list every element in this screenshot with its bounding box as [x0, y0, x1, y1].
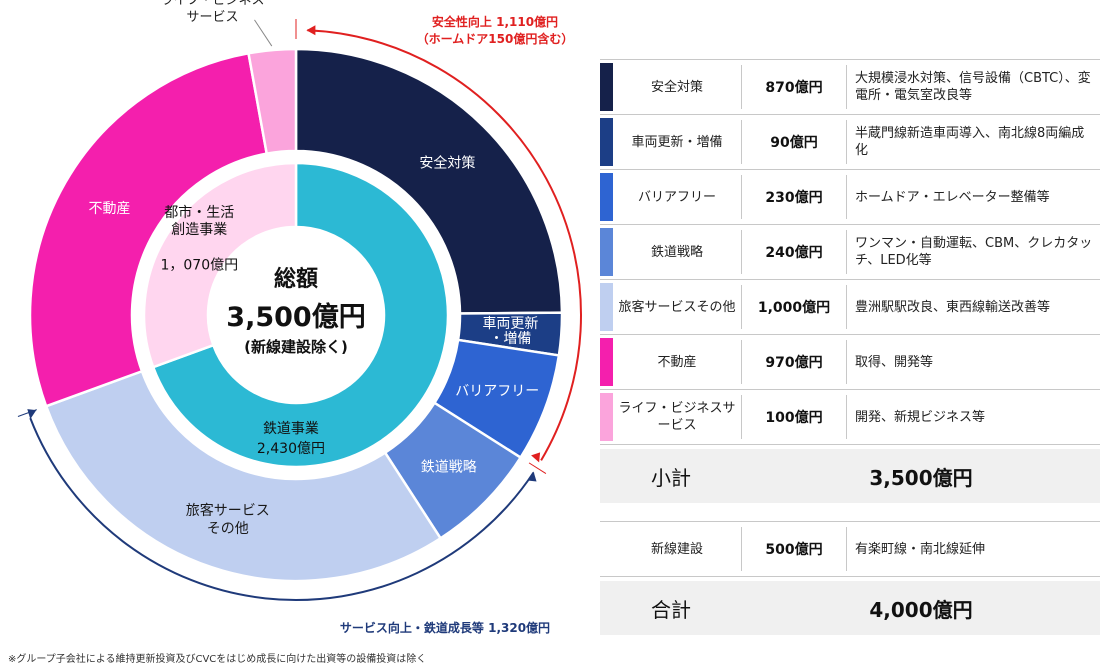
inner-value-1: 1，070億円 — [160, 257, 238, 273]
row-desc: 豊洲駅駅改良、東西線輸送改善等 — [855, 299, 1051, 315]
subtotal-label: 小計 — [651, 465, 691, 490]
row-amount: 970億円 — [765, 355, 823, 371]
inner-value-0: 2,430億円 — [257, 441, 325, 457]
row-desc: ワンマン・自動運転、CBM、クレカタッチ、LED化等 — [855, 236, 1093, 268]
outer-label-1: 車両更新・増備 — [482, 315, 538, 347]
outer-label-3: 鉄道戦略 — [421, 459, 477, 475]
footnote: ※グループ子会社による維持更新投資及びCVCをはじめ成長に向けた出資等の設備投資… — [8, 654, 427, 665]
row-amount: 90億円 — [770, 135, 818, 151]
row-swatch — [600, 283, 613, 331]
row-amount: 870億円 — [765, 80, 823, 96]
service-arrow-start — [527, 471, 537, 482]
service-tick-end — [17, 409, 37, 417]
grand-total-label: 合計 — [651, 597, 691, 622]
table-row: 鉄道戦略 240億円 ワンマン・自動運転、CBM、クレカタッチ、LED化等 — [600, 225, 1100, 280]
donut-chart: 総額 3,500億円 (新線建設除く) 鉄道事業 2,430億円 都市・生活創造事業… — [17, 0, 582, 635]
row-desc: 半蔵門線新造車両導入、南北線8両編成化 — [855, 126, 1085, 158]
outer-label-4: 旅客サービスその他 — [186, 502, 270, 537]
row-amount: 240億円 — [765, 245, 823, 261]
subtotal-row: 小計 3,500億円 — [600, 449, 1100, 503]
row-desc: ホームドア・エレベーター整備等 — [855, 189, 1050, 205]
table-row: 不動産 970億円 取得、開発等 — [600, 335, 1100, 390]
service-arrow-end — [27, 409, 37, 420]
table-row: 安全対策 870億円 大規模浸水対策、信号設備（CBTC）、変電所・電気室改良等 — [600, 59, 1100, 115]
outer-label-0: 安全対策 — [419, 154, 475, 171]
outer-slice-6 — [247, 47, 298, 156]
breakdown-table: 安全対策 870億円 大規模浸水対策、信号設備（CBTC）、変電所・電気室改良等車両… — [600, 59, 1100, 503]
outer-ring — [28, 47, 564, 583]
table-row: 旅客サービスその他 1,000億円 豊洲駅駅改良、東西線輸送改善等 — [600, 280, 1100, 335]
row-swatch — [600, 173, 613, 221]
row-swatch — [600, 393, 613, 441]
row-swatch — [600, 118, 613, 166]
outer-label-2: バリアフリー — [455, 384, 539, 400]
row-amount: 1,000億円 — [757, 300, 831, 316]
row-name: 安全対策 — [650, 79, 703, 95]
safety-note-1: 安全性向上 1,110億円 — [432, 14, 558, 29]
table-row: ライフ・ビジネスサービス 100億円 開発、新規ビジネス等 — [600, 390, 1100, 445]
service-note: サービス向上・鉄道成長等 1,320億円 — [340, 620, 550, 635]
row-name: 車両更新・増備 — [631, 134, 723, 150]
row-name: 鉄道戦略 — [650, 244, 703, 260]
row-amount: 100億円 — [765, 410, 823, 426]
row-amount: 230億円 — [765, 190, 823, 206]
center-note: (新線建設除く) — [244, 338, 348, 356]
safety-arrow-start — [306, 25, 316, 36]
safety-arc — [307, 29, 582, 461]
row-name: 不動産 — [657, 354, 697, 370]
subtotal-value: 3,500億円 — [869, 465, 973, 490]
row-name: バリアフリー — [637, 189, 716, 205]
row-desc: 開発、新規ビジネス等 — [855, 409, 986, 425]
row-amount: 500億円 — [765, 542, 823, 558]
table-row-new-line: 新線建設 500億円 有楽町線・南北線延伸 — [600, 521, 1100, 577]
inner-label-1: 都市・生活創造事業 — [164, 204, 234, 238]
row-swatch — [600, 63, 613, 111]
outer-label-6: ライフ・ビジネスサービス — [160, 0, 264, 25]
safety-note-2: （ホームドア150億円含む） — [417, 31, 574, 46]
grand-total-row: 合計 4,000億円 — [600, 581, 1100, 635]
leader-line — [254, 19, 273, 47]
row-swatch — [600, 525, 613, 573]
outer-slice-0 — [294, 47, 564, 315]
row-swatch — [600, 338, 613, 386]
row-desc: 大規模浸水対策、信号設備（CBTC）、変電所・電気室改良等 — [855, 71, 1091, 103]
grand-total-value: 4,000億円 — [869, 597, 973, 622]
row-swatch — [600, 228, 613, 276]
table-row: 車両更新・増備 90億円 半蔵門線新造車両導入、南北線8両編成化 — [600, 115, 1100, 170]
safety-tick-end — [528, 462, 547, 475]
inner-label-0: 鉄道事業 — [263, 421, 319, 437]
service-arc — [29, 417, 535, 601]
table-row: バリアフリー 230億円 ホームドア・エレベーター整備等 — [600, 170, 1100, 225]
row-name: 旅客サービスその他 — [618, 299, 736, 315]
row-desc: 有楽町線・南北線延伸 — [855, 541, 986, 557]
safety-arrow-end — [531, 452, 541, 463]
outer-slice-4 — [44, 369, 443, 583]
outer-slice-5 — [28, 51, 269, 408]
center-total: 3,500億円 — [226, 302, 365, 333]
extra-table: 新線建設 500億円 有楽町線・南北線延伸 合計 4,000億円 — [600, 521, 1100, 635]
row-name: 新線建設 — [650, 541, 703, 557]
row-desc: 取得、開発等 — [855, 354, 934, 370]
center-title: 総額 — [274, 266, 318, 292]
center-hole — [208, 227, 384, 403]
row-name: ライフ・ビジネスサービス — [618, 401, 736, 433]
outer-label-5: 不動産 — [88, 201, 130, 217]
